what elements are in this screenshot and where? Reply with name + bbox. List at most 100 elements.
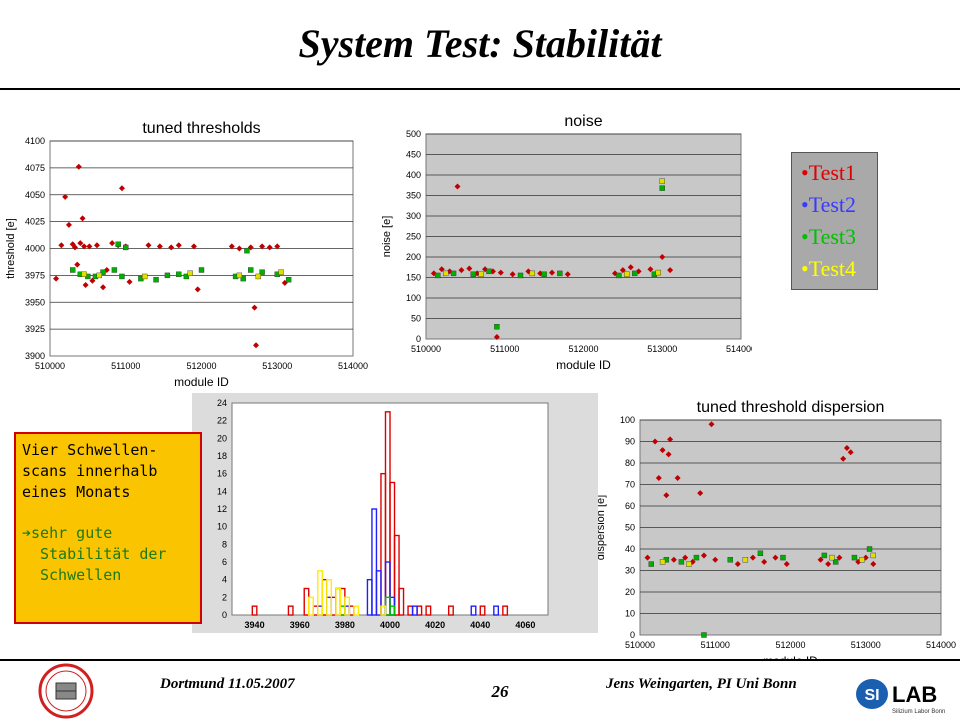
- data-point: [494, 323, 500, 330]
- data-point: [517, 272, 524, 279]
- silab-logo-si: SI: [864, 687, 879, 704]
- data-point: [843, 444, 850, 451]
- data-point: [118, 185, 125, 192]
- data-point: [870, 561, 877, 568]
- y-tick-label: 50: [625, 523, 635, 533]
- data-point: [285, 276, 292, 283]
- silab-logo-disc: [856, 679, 888, 709]
- data-point: [74, 261, 81, 268]
- data-point: [829, 554, 835, 561]
- data-point: [274, 243, 281, 250]
- data-point: [742, 557, 749, 563]
- x-tick-label: 514000: [338, 361, 368, 371]
- y-tick-label: 100: [620, 415, 635, 425]
- data-point: [772, 554, 779, 561]
- y-tick-label: 3950: [25, 297, 45, 307]
- chart-noise: 0 50 100 150 200 250 300 350 400 450 500 510000 5110…: [378, 96, 752, 380]
- chart-title: tuned thresholds: [142, 120, 260, 137]
- data-point: [71, 244, 78, 251]
- y-tick-label: 60: [625, 501, 635, 511]
- data-point: [686, 561, 692, 567]
- data-point: [100, 284, 107, 291]
- data-point: [734, 561, 741, 568]
- data-point: [79, 215, 86, 222]
- data-point: [244, 247, 250, 254]
- data-point: [509, 271, 516, 278]
- y-tick-label: 2: [222, 592, 227, 602]
- silab-logo-mark: SI LAB Silizium Labor Bonn: [856, 679, 945, 715]
- footer-date: Dortmund 11.05.2007: [160, 676, 295, 692]
- data-point: [648, 561, 654, 567]
- data-point: [659, 559, 666, 565]
- data-point: [65, 221, 72, 228]
- data-point: [123, 244, 129, 251]
- data-point: [541, 271, 547, 277]
- data-point: [761, 558, 768, 565]
- data-point: [470, 271, 476, 277]
- histogram-bin: [479, 605, 486, 616]
- y-tick-label: 40: [625, 544, 635, 554]
- data-point: [647, 266, 654, 273]
- data-point: [757, 550, 764, 557]
- data-point: [870, 552, 876, 559]
- y-tick-label: 70: [625, 480, 635, 490]
- x-tick-label: 3960: [290, 620, 310, 630]
- y-tick-label: 4025: [25, 217, 45, 227]
- data-point: [727, 557, 734, 563]
- y-tick-label: 400: [406, 170, 421, 180]
- slide-title: System Test: Stabilität: [298, 21, 662, 66]
- data-point: [194, 286, 201, 293]
- data-point: [486, 268, 492, 275]
- histogram-bin: [371, 508, 378, 616]
- chart-threshold-dispersion: 0 10 20 30 40 50 60 70 80 90 100 510000 511000 512000…: [598, 385, 960, 659]
- note-box: Vier Schwellen-scans innerhalb eines Mon…: [14, 432, 202, 624]
- data-point: [153, 276, 159, 283]
- y-axis-label: dispersion [e]: [598, 495, 607, 560]
- chart-title: tuned threshold dispersion: [697, 399, 885, 416]
- data-point: [663, 492, 670, 499]
- data-point: [665, 451, 672, 458]
- x-tick-label: 510000: [625, 640, 655, 650]
- data-point: [435, 272, 441, 279]
- data-point: [851, 554, 858, 561]
- data-point: [817, 556, 824, 563]
- data-point: [82, 282, 89, 289]
- data-point: [81, 243, 88, 250]
- histogram-bin: [335, 587, 342, 616]
- data-point: [832, 559, 839, 565]
- y-tick-label: 18: [217, 451, 227, 461]
- histogram-bin: [308, 596, 314, 616]
- y-tick-label: 10: [217, 522, 227, 532]
- data-point: [644, 554, 651, 561]
- data-point: [624, 271, 630, 277]
- histogram-bin: [398, 587, 405, 616]
- x-tick-label: 511000: [111, 361, 140, 371]
- y-tick-label: 12: [217, 504, 227, 514]
- data-point: [278, 269, 284, 275]
- x-tick-label: 512000: [775, 640, 805, 650]
- data-point: [627, 264, 634, 271]
- x-tick-label: 4020: [425, 620, 445, 630]
- x-tick-label: 510000: [35, 361, 65, 371]
- data-point: [780, 554, 786, 561]
- data-point: [93, 242, 100, 249]
- chart-title: noise: [564, 113, 602, 130]
- x-tick-label: 514000: [726, 344, 752, 354]
- data-point: [236, 272, 243, 279]
- data-point: [187, 270, 193, 276]
- footer-author: Jens Weingarten, PI Uni Bonn: [606, 676, 797, 692]
- y-tick-label: 4075: [25, 163, 45, 173]
- y-tick-label: 14: [217, 486, 227, 496]
- y-tick-label: 6: [222, 557, 227, 567]
- histogram-bin: [375, 570, 382, 616]
- data-point: [659, 178, 665, 184]
- arrow-icon: ➔: [22, 524, 32, 542]
- y-tick-label: 10: [625, 609, 635, 619]
- y-tick-label: 4050: [25, 190, 45, 200]
- y-tick-label: 500: [406, 129, 421, 139]
- x-tick-label: 514000: [926, 640, 956, 650]
- y-tick-label: 250: [406, 232, 421, 242]
- data-point: [141, 273, 148, 280]
- data-point: [652, 438, 659, 445]
